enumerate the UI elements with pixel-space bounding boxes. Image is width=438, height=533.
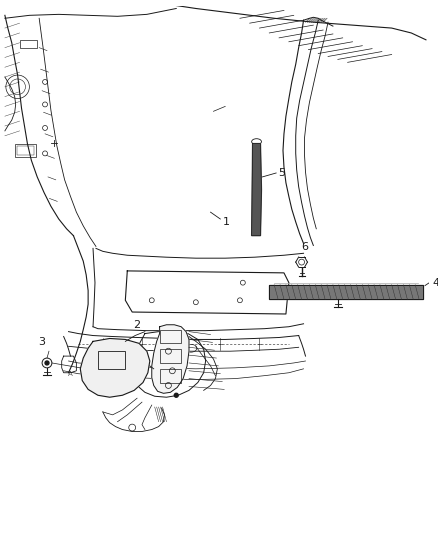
Bar: [15, 143, 36, 157]
Text: 3: 3: [39, 337, 46, 348]
Bar: [20, 40, 37, 47]
Text: 2: 2: [134, 320, 141, 329]
Text: 4: 4: [433, 278, 438, 288]
Text: 6: 6: [301, 243, 308, 252]
Circle shape: [174, 393, 178, 397]
Bar: [159, 349, 181, 363]
Polygon shape: [80, 338, 150, 397]
Bar: [17, 146, 34, 155]
Text: 1: 1: [223, 217, 230, 227]
Bar: [159, 329, 181, 343]
Polygon shape: [252, 143, 261, 236]
Bar: [159, 369, 181, 383]
Polygon shape: [152, 325, 189, 393]
Text: 5: 5: [278, 168, 285, 178]
Text: A: A: [68, 370, 73, 377]
Circle shape: [45, 361, 49, 365]
Polygon shape: [269, 285, 423, 300]
Bar: [98, 351, 125, 369]
